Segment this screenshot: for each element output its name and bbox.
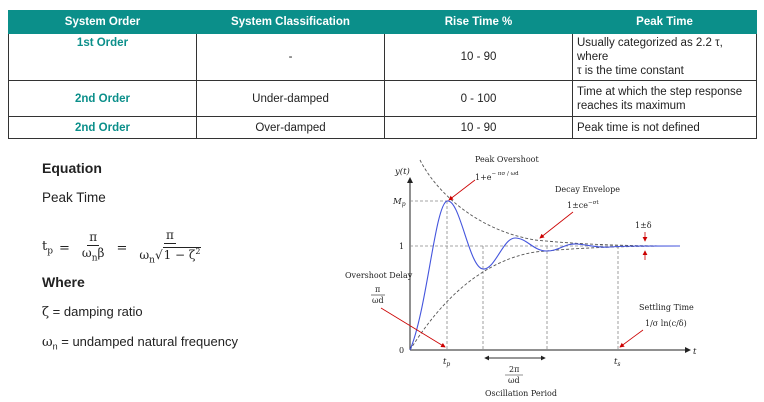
period-num: 2π <box>509 365 519 374</box>
one-label: 1 <box>399 242 404 251</box>
table-row: 2nd Order Over-damped 10 - 90 Peak time … <box>8 116 757 139</box>
header-peak-time: Peak Time <box>572 10 757 34</box>
peak-overshoot-label: Peak Overshoot <box>475 155 539 164</box>
peak-overshoot-expr: 1+e− πσ / ωd <box>475 171 519 182</box>
upper-envelope <box>419 159 681 247</box>
cell-peak-time: Usually categorized as 2.2 τ, where τ is… <box>572 33 757 81</box>
cell-peak-time: Time at which the step response reaches … <box>572 80 757 117</box>
step-response-curve <box>409 200 681 351</box>
overshoot-delay-arrow <box>380 307 446 348</box>
decay-envelope-arrow <box>539 211 574 239</box>
peak-time-line: reaches its maximum <box>577 99 686 112</box>
peak-time-equation: tp = π ωnβ = π ωn√1 − ζ2 <box>42 228 207 268</box>
decay-envelope-expr: 1±ce−σt <box>567 200 599 210</box>
mp-label: Mp <box>392 197 406 208</box>
period-den: ωd <box>508 376 520 385</box>
table-row: 2nd Order Under-damped 0 - 100 Time at w… <box>8 80 757 117</box>
where-heading: Where <box>42 274 85 290</box>
peak-time-line: Time at which the step response <box>577 85 743 98</box>
cell-peak-time: Peak time is not defined <box>572 116 757 139</box>
settling-time-expr: 1/σ ln(c/δ) <box>645 319 687 328</box>
y-axis-label: y(t) <box>394 166 410 177</box>
table-row: 1st Order - 10 - 90 Usually categorized … <box>8 33 757 81</box>
equation-fraction-1: π ωnβ <box>81 230 105 264</box>
lower-envelope <box>409 245 681 351</box>
ts-label: ts <box>614 357 621 368</box>
header-system-order: System Order <box>8 10 197 34</box>
decay-envelope-label: Decay Envelope <box>555 185 620 194</box>
delta-label: 1±δ <box>635 221 652 230</box>
overshoot-delay-label: Overshoot Delay <box>345 271 413 280</box>
peak-time-line: Usually categorized as 2.2 τ, where <box>577 37 723 63</box>
cell-classification: - <box>196 33 385 81</box>
cell-rise-time: 0 - 100 <box>384 80 573 117</box>
cell-order: 2nd Order <box>8 116 197 139</box>
header-rise-time: Rise Time % <box>384 10 573 34</box>
zero-label: 0 <box>399 346 404 355</box>
oscillation-period-label: Oscillation Period <box>485 389 557 398</box>
step-response-diagram: y(t) t Mp 1 0 Peak Overshoot 1+e− πσ / ω… <box>345 155 697 398</box>
system-order-table: System Order System Classification Rise … <box>8 10 757 139</box>
header-system-classification: System Classification <box>196 10 385 34</box>
definition-damping-ratio: ζ = damping ratio <box>42 304 143 320</box>
peak-time-line: Peak time is not defined <box>577 121 700 134</box>
t-axis-label: t <box>693 347 697 357</box>
cell-order: 2nd Order <box>8 80 197 117</box>
tp-label: tp <box>443 357 450 368</box>
overshoot-delay-num: π <box>375 285 380 294</box>
cell-classification: Over-damped <box>196 116 385 139</box>
settling-time-label: Settling Time <box>639 303 694 312</box>
cell-rise-time: 10 - 90 <box>384 33 573 81</box>
table-header-row: System Order System Classification Rise … <box>8 10 757 34</box>
cell-rise-time: 10 - 90 <box>384 116 573 139</box>
equation-lhs: tp <box>42 239 53 257</box>
cell-order: 1st Order <box>8 33 197 81</box>
equation-heading: Equation <box>42 160 102 176</box>
settling-time-arrow <box>619 329 644 348</box>
equation-subheading: Peak Time <box>42 190 106 205</box>
equation-fraction-2: π ωn√1 − ζ2 <box>139 228 201 266</box>
definition-natural-frequency: ωn = undamped natural frequency <box>42 334 238 352</box>
peak-time-line: τ is the time constant <box>577 65 684 77</box>
peak-overshoot-arrow <box>448 179 476 201</box>
cell-classification: Under-damped <box>196 80 385 117</box>
overshoot-delay-den: ωd <box>372 296 384 305</box>
